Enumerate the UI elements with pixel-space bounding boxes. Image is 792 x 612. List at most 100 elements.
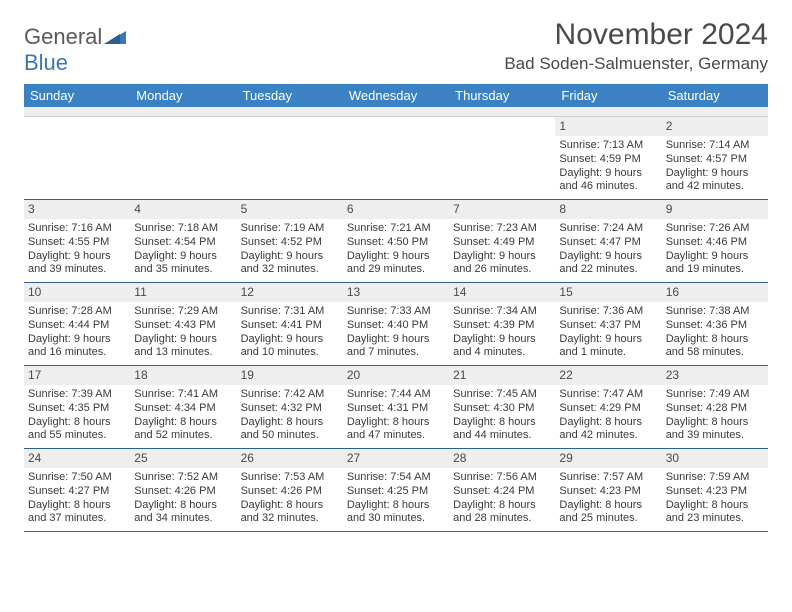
spacer: [24, 107, 768, 117]
day-ss: Sunset: 4:59 PM: [559, 153, 657, 167]
day-cell: 2Sunrise: 7:14 AMSunset: 4:57 PMDaylight…: [662, 117, 768, 199]
day-d2: and 34 minutes.: [134, 512, 232, 526]
day-ss: Sunset: 4:37 PM: [559, 319, 657, 333]
day-number: 1: [555, 117, 661, 136]
day-sr: Sunrise: 7:59 AM: [666, 471, 764, 485]
day-cell: 6Sunrise: 7:21 AMSunset: 4:50 PMDaylight…: [343, 200, 449, 282]
day-cell: 18Sunrise: 7:41 AMSunset: 4:34 PMDayligh…: [130, 366, 236, 448]
day-cell: 23Sunrise: 7:49 AMSunset: 4:28 PMDayligh…: [662, 366, 768, 448]
day-number: 3: [24, 200, 130, 219]
day-number: 19: [237, 366, 343, 385]
day-cell: 10Sunrise: 7:28 AMSunset: 4:44 PMDayligh…: [24, 283, 130, 365]
day-number: 23: [662, 366, 768, 385]
day-sr: Sunrise: 7:52 AM: [134, 471, 232, 485]
day-d1: Daylight: 8 hours: [28, 416, 126, 430]
week-row: 17Sunrise: 7:39 AMSunset: 4:35 PMDayligh…: [24, 366, 768, 449]
day-ss: Sunset: 4:55 PM: [28, 236, 126, 250]
day-sr: Sunrise: 7:33 AM: [347, 305, 445, 319]
day-cell: .: [24, 117, 130, 199]
day-cell: 28Sunrise: 7:56 AMSunset: 4:24 PMDayligh…: [449, 449, 555, 531]
day-d1: Daylight: 9 hours: [28, 333, 126, 347]
day-d1: Daylight: 9 hours: [241, 250, 339, 264]
day-d1: Daylight: 9 hours: [559, 250, 657, 264]
day-ss: Sunset: 4:50 PM: [347, 236, 445, 250]
day-number: 13: [343, 283, 449, 302]
day-number: 21: [449, 366, 555, 385]
day-cell: .: [449, 117, 555, 199]
day-sr: Sunrise: 7:13 AM: [559, 139, 657, 153]
day-d2: and 13 minutes.: [134, 346, 232, 360]
day-cell: 3Sunrise: 7:16 AMSunset: 4:55 PMDaylight…: [24, 200, 130, 282]
day-ss: Sunset: 4:54 PM: [134, 236, 232, 250]
day-sr: Sunrise: 7:49 AM: [666, 388, 764, 402]
day-d1: Daylight: 9 hours: [134, 250, 232, 264]
day-d1: Daylight: 9 hours: [453, 250, 551, 264]
day-number: 2: [662, 117, 768, 136]
day-cell: 5Sunrise: 7:19 AMSunset: 4:52 PMDaylight…: [237, 200, 343, 282]
day-cell: 26Sunrise: 7:53 AMSunset: 4:26 PMDayligh…: [237, 449, 343, 531]
day-ss: Sunset: 4:47 PM: [559, 236, 657, 250]
logo-blue: Blue: [24, 50, 68, 75]
day-d1: Daylight: 8 hours: [28, 499, 126, 513]
day-number: 6: [343, 200, 449, 219]
logo-text: General Blue: [24, 24, 126, 76]
dow-saturday: Saturday: [662, 84, 768, 107]
day-ss: Sunset: 4:23 PM: [559, 485, 657, 499]
day-cell: 24Sunrise: 7:50 AMSunset: 4:27 PMDayligh…: [24, 449, 130, 531]
day-d2: and 19 minutes.: [666, 263, 764, 277]
day-d2: and 42 minutes.: [666, 180, 764, 194]
day-cell: 22Sunrise: 7:47 AMSunset: 4:29 PMDayligh…: [555, 366, 661, 448]
day-d2: and 22 minutes.: [559, 263, 657, 277]
day-ss: Sunset: 4:29 PM: [559, 402, 657, 416]
day-number: 28: [449, 449, 555, 468]
week-row: 10Sunrise: 7:28 AMSunset: 4:44 PMDayligh…: [24, 283, 768, 366]
day-ss: Sunset: 4:57 PM: [666, 153, 764, 167]
day-cell: 1Sunrise: 7:13 AMSunset: 4:59 PMDaylight…: [555, 117, 661, 199]
day-number: 11: [130, 283, 236, 302]
day-sr: Sunrise: 7:31 AM: [241, 305, 339, 319]
day-d1: Daylight: 8 hours: [241, 499, 339, 513]
day-sr: Sunrise: 7:44 AM: [347, 388, 445, 402]
day-ss: Sunset: 4:43 PM: [134, 319, 232, 333]
day-d2: and 42 minutes.: [559, 429, 657, 443]
day-d2: and 10 minutes.: [241, 346, 339, 360]
day-d2: and 52 minutes.: [134, 429, 232, 443]
day-number: 14: [449, 283, 555, 302]
day-cell: 17Sunrise: 7:39 AMSunset: 4:35 PMDayligh…: [24, 366, 130, 448]
day-ss: Sunset: 4:23 PM: [666, 485, 764, 499]
day-d2: and 23 minutes.: [666, 512, 764, 526]
day-cell: 14Sunrise: 7:34 AMSunset: 4:39 PMDayligh…: [449, 283, 555, 365]
day-ss: Sunset: 4:31 PM: [347, 402, 445, 416]
day-d2: and 35 minutes.: [134, 263, 232, 277]
day-ss: Sunset: 4:36 PM: [666, 319, 764, 333]
title-block: November 2024 Bad Soden-Salmuenster, Ger…: [504, 18, 768, 74]
day-cell: 11Sunrise: 7:29 AMSunset: 4:43 PMDayligh…: [130, 283, 236, 365]
day-d2: and 16 minutes.: [28, 346, 126, 360]
day-number: 20: [343, 366, 449, 385]
day-d2: and 30 minutes.: [347, 512, 445, 526]
day-number: 9: [662, 200, 768, 219]
day-sr: Sunrise: 7:38 AM: [666, 305, 764, 319]
day-ss: Sunset: 4:24 PM: [453, 485, 551, 499]
day-cell: 25Sunrise: 7:52 AMSunset: 4:26 PMDayligh…: [130, 449, 236, 531]
day-d2: and 28 minutes.: [453, 512, 551, 526]
day-d1: Daylight: 8 hours: [559, 416, 657, 430]
day-cell: 4Sunrise: 7:18 AMSunset: 4:54 PMDaylight…: [130, 200, 236, 282]
day-ss: Sunset: 4:32 PM: [241, 402, 339, 416]
dow-monday: Monday: [130, 84, 236, 107]
day-cell: 27Sunrise: 7:54 AMSunset: 4:25 PMDayligh…: [343, 449, 449, 531]
day-ss: Sunset: 4:30 PM: [453, 402, 551, 416]
weeks-container: .....1Sunrise: 7:13 AMSunset: 4:59 PMDay…: [24, 117, 768, 532]
day-sr: Sunrise: 7:16 AM: [28, 222, 126, 236]
day-sr: Sunrise: 7:47 AM: [559, 388, 657, 402]
day-d1: Daylight: 9 hours: [666, 250, 764, 264]
day-d1: Daylight: 8 hours: [666, 499, 764, 513]
day-d2: and 55 minutes.: [28, 429, 126, 443]
day-ss: Sunset: 4:39 PM: [453, 319, 551, 333]
day-ss: Sunset: 4:40 PM: [347, 319, 445, 333]
day-ss: Sunset: 4:49 PM: [453, 236, 551, 250]
day-number: 12: [237, 283, 343, 302]
day-cell: 13Sunrise: 7:33 AMSunset: 4:40 PMDayligh…: [343, 283, 449, 365]
day-d2: and 39 minutes.: [28, 263, 126, 277]
day-sr: Sunrise: 7:39 AM: [28, 388, 126, 402]
